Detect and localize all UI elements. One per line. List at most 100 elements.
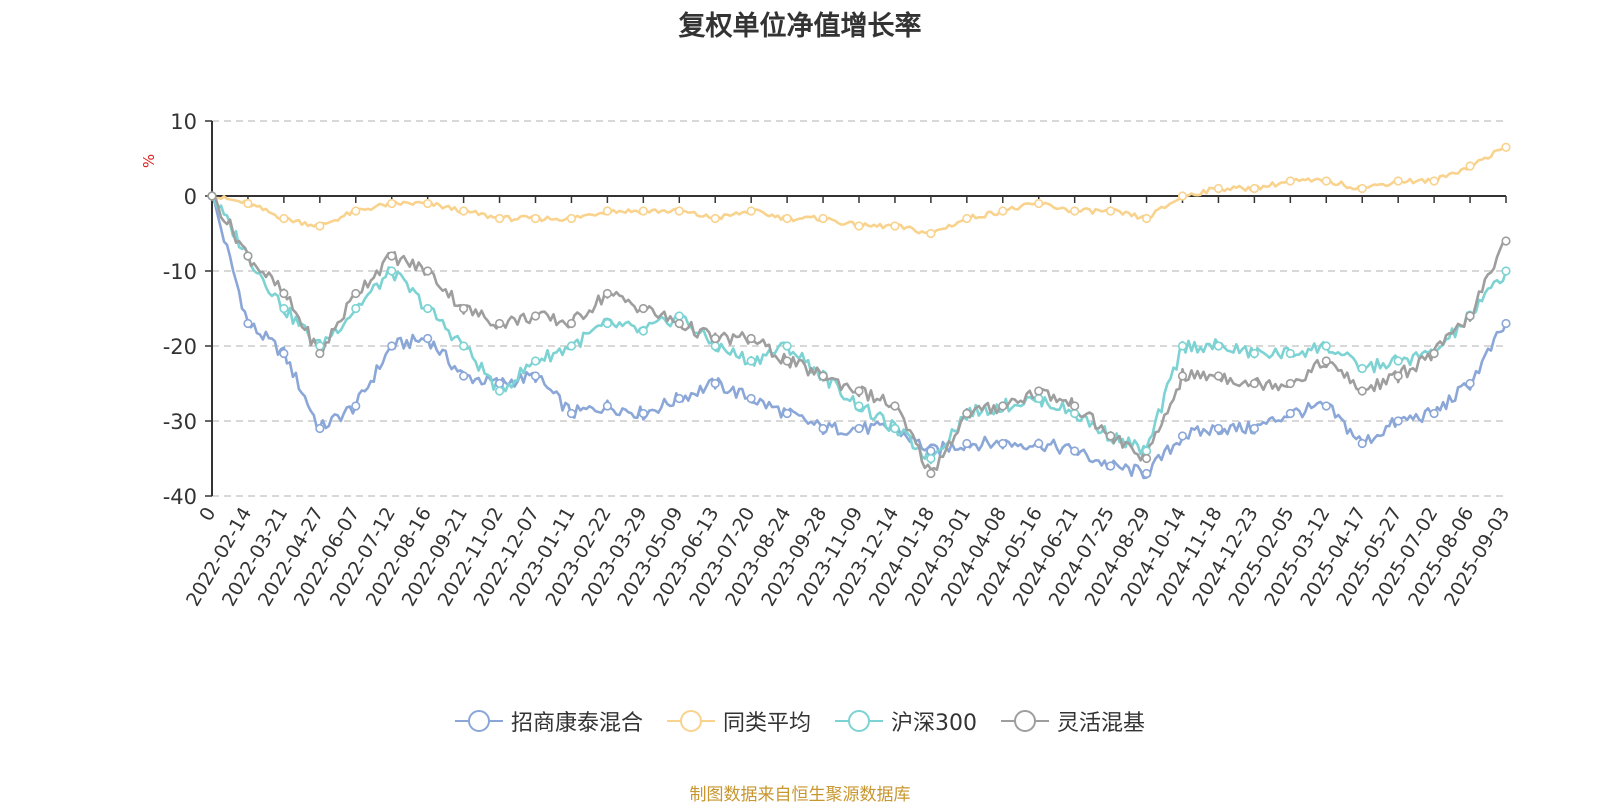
data-point [459,371,469,381]
legend-label: 同类平均 [722,711,811,736]
legend-item[interactable]: 同类平均 [666,705,811,737]
data-point [1070,206,1080,216]
data-point [962,408,972,419]
data-point [530,311,541,321]
data-point [1321,356,1331,366]
chart-title: 复权单位净值增长率 [678,11,922,42]
data-point [926,228,936,239]
data-point [387,198,397,209]
data-point [566,408,577,419]
data-point [494,386,505,396]
data-point [1034,393,1044,404]
series-line [211,146,1507,235]
data-point [1141,446,1152,456]
data-point [1106,461,1116,471]
data-point [674,393,684,404]
data-point [854,221,864,231]
data-point [1034,198,1044,209]
data-point [315,423,325,434]
legend-swatch-icon [666,710,715,732]
data-point [1465,378,1475,389]
data-point [351,206,361,216]
y-tick-label: -10 [163,260,197,284]
data-point [962,213,972,224]
data-point [926,446,936,456]
data-point [459,341,469,351]
data-point [746,333,756,344]
axes [205,120,1507,497]
data-point [423,333,433,344]
legend: 招商康泰混合 同类平均 沪深300 灵活混基 [0,705,1600,737]
data-point [710,378,720,389]
data-point [494,378,505,389]
data-point [998,206,1008,216]
data-point [423,266,433,276]
x-tick-labels: 02022-02-142022-03-212022-04-272022-06-0… [182,503,1514,610]
y-tick-label: -40 [163,485,197,509]
data-point [1321,401,1331,411]
legend-item[interactable]: 沪深300 [835,705,977,737]
data-point [602,206,612,216]
data-point [1034,438,1044,449]
data-point [1501,266,1511,276]
data-point [1429,348,1439,359]
legend-item[interactable]: 招商康泰混合 [454,705,643,737]
data-point [926,453,936,464]
data-point [279,288,289,299]
data-point [998,401,1008,411]
data-point [1141,468,1152,479]
legend-swatch-icon [1001,710,1049,732]
data-point [1393,416,1403,426]
data-point [1249,348,1259,359]
data-point [1141,453,1152,464]
data-point [494,318,505,329]
data-point [1177,191,1188,201]
data-point [1213,341,1224,351]
source-note: 制图数据来自恒生聚源数据库 [689,785,911,805]
legend-label: 招商康泰混合 [510,711,643,736]
data-point [818,423,828,434]
data-point [1321,176,1331,186]
data-point [638,303,648,314]
data-point [638,408,648,419]
series-line [210,195,1508,465]
data-point [710,333,720,344]
data-point [602,401,612,411]
data-point [782,408,792,419]
data-point [459,303,469,314]
data-point [351,303,361,314]
data-point [854,423,864,434]
data-point [1429,408,1439,419]
data-point [1501,236,1511,246]
series-line [210,195,1508,480]
data-point [1285,176,1295,186]
data-point [890,423,900,434]
data-point [746,393,756,404]
series-markers [207,142,1511,479]
data-point [818,213,828,224]
data-point [1106,431,1116,441]
data-point [1213,183,1224,194]
data-point [315,221,325,231]
data-point [926,468,936,479]
data-point [566,213,577,224]
data-point [243,251,253,261]
data-point [674,206,684,216]
data-point [243,318,253,329]
data-point [710,341,720,351]
y-axis-label: % [140,154,158,168]
data-point [387,341,397,351]
data-point [1357,386,1367,396]
data-point [530,356,541,366]
data-point [279,303,289,314]
data-point [674,311,684,321]
data-point [279,348,289,359]
data-point [494,213,505,224]
data-point [387,251,397,261]
legend-item[interactable]: 灵活混基 [1001,705,1145,737]
data-point [387,266,397,276]
data-point [530,213,541,224]
y-tick-label: -20 [163,335,197,359]
data-point [566,341,577,351]
data-point [1177,431,1188,441]
